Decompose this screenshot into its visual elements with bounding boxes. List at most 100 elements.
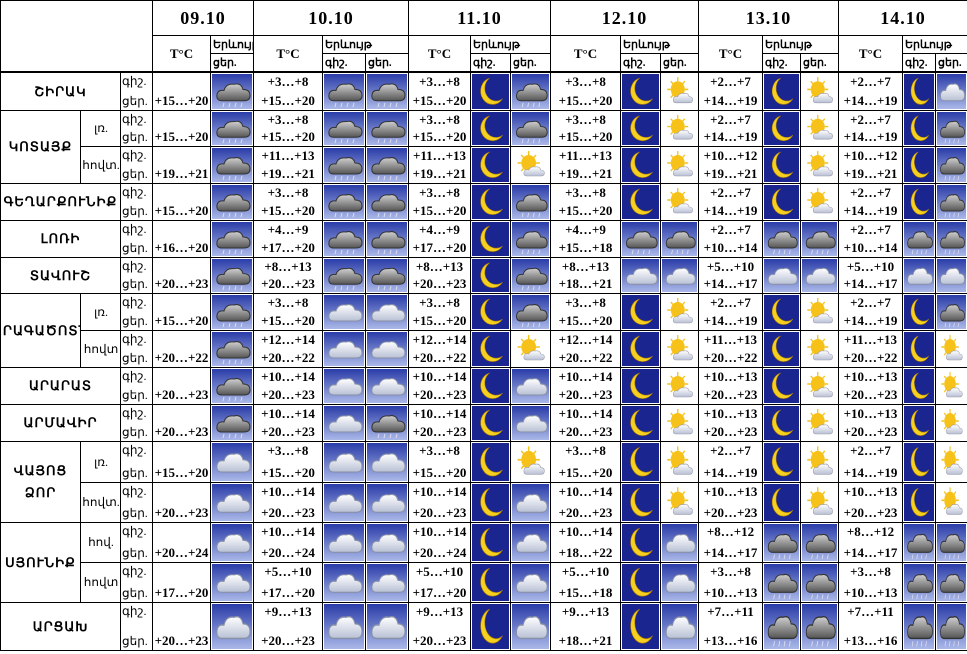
night-temp: +3…+8 — [419, 443, 460, 458]
icon-cell — [935, 562, 967, 603]
cloud — [216, 231, 251, 249]
icon-cell — [510, 72, 551, 111]
temp-cell: +2…+7 +10…+14 — [838, 220, 903, 258]
weather-icon — [764, 74, 799, 109]
moon — [630, 568, 653, 597]
cloud — [216, 341, 251, 359]
icon-cell — [470, 522, 511, 563]
period-cell: գիշ. ցեր. — [120, 562, 153, 603]
night-label: գիշ. — [122, 564, 147, 578]
day-temp: +20…+23 — [843, 387, 898, 402]
date-cell: 10.10 — [253, 0, 409, 36]
weather-icon — [764, 295, 799, 329]
weather-icon — [904, 259, 934, 292]
icon-cell — [510, 257, 551, 294]
icon-cell — [365, 110, 409, 147]
weather-icon — [662, 332, 697, 366]
icon-cell — [470, 367, 511, 405]
night-label: գիշ. — [122, 295, 147, 309]
rain — [222, 396, 243, 402]
temp-cell: +10…+13 +20…+23 — [838, 367, 903, 405]
day-temp: +14…+19 — [843, 129, 898, 144]
night-temp: +5…+10 — [561, 564, 610, 579]
phenomenon-label: Երևույթ — [623, 39, 670, 51]
rain — [222, 249, 243, 255]
rain — [377, 249, 398, 255]
temp-header: T°C — [838, 35, 903, 72]
cloud — [767, 231, 798, 249]
day-temp: +20…+23 — [703, 505, 758, 520]
cloud — [216, 157, 251, 175]
icon-cell — [660, 441, 699, 483]
weather-icon — [937, 112, 966, 145]
weather-icon — [622, 443, 659, 481]
icon-cell — [365, 441, 409, 483]
night-temp: +2…+7 — [850, 443, 891, 458]
rain — [911, 554, 927, 559]
cloud — [812, 387, 833, 398]
weather-icon — [212, 295, 252, 329]
day-temp: +14…+17 — [843, 276, 898, 291]
day-temp: +19…+21 — [703, 166, 758, 181]
icon-cell — [902, 562, 936, 603]
cloud — [328, 378, 363, 396]
weather-icon — [937, 524, 966, 561]
icon-cell — [660, 404, 699, 442]
icon-cell — [762, 562, 801, 603]
rain — [944, 554, 960, 559]
phenomenon-label: Երևույթ — [905, 39, 952, 51]
temp-cell: +3…+8 +15…+20 — [550, 110, 621, 147]
cloud — [371, 231, 406, 249]
icon-cell — [660, 110, 699, 147]
night-temp: +10…+13 — [703, 406, 758, 421]
cloud — [665, 615, 696, 640]
temp-cell: +20…+23 — [152, 257, 211, 294]
cloud — [216, 194, 251, 212]
icon-cell — [762, 441, 801, 483]
day-temp: +20…+23 — [261, 505, 315, 520]
date-cell: 13.10 — [698, 0, 839, 36]
icon-cell — [322, 72, 366, 111]
region-name: ՎԱՅՈՑ ՁՈՐ — [13, 463, 68, 500]
rain — [377, 175, 398, 181]
icon-cell — [470, 72, 511, 111]
weather-icon — [212, 524, 252, 561]
cloud — [940, 194, 965, 212]
icon-cell — [620, 330, 661, 368]
weather-icon — [802, 369, 837, 403]
icon-cell — [510, 482, 551, 523]
weather-icon — [472, 295, 509, 329]
region-name: ԿՈՏԱՅՔ — [8, 139, 73, 154]
temp-cell: +3…+8 +15…+20 — [408, 293, 471, 331]
cloud — [665, 267, 696, 285]
icon-cell — [510, 110, 551, 147]
icon-cell — [935, 146, 967, 184]
temp-cell: +3…+8 +15…+20 — [253, 293, 323, 331]
weather-icon — [622, 148, 659, 182]
weather-icon — [472, 406, 509, 440]
weather-icon — [367, 112, 407, 145]
night-temp: +3…+8 — [419, 185, 460, 200]
weather-icon — [367, 185, 407, 219]
moon — [480, 298, 503, 325]
weather-icon — [367, 524, 407, 561]
temp-cell: +20…+22 — [152, 330, 211, 368]
cloud — [523, 463, 545, 475]
corner-cell — [0, 0, 153, 72]
rain — [811, 594, 829, 599]
cloud — [812, 313, 833, 324]
temp-label: T°C — [858, 45, 883, 61]
weather-icon — [622, 406, 659, 440]
phenomenon-header: Երևույթ — [322, 35, 409, 54]
night-temp: +3…+8 — [267, 295, 309, 310]
icon-cell — [660, 330, 699, 368]
temp-cell: +15…+20 — [152, 293, 211, 331]
cloud — [907, 231, 933, 249]
icon-cell — [660, 220, 699, 258]
temp-header: T°C — [253, 35, 323, 72]
phenomenon-header: Երևույթ — [762, 35, 839, 54]
icon-cell — [762, 522, 801, 563]
icon-cell — [660, 293, 699, 331]
icon-cell — [210, 330, 254, 368]
weather-icon — [764, 406, 799, 440]
